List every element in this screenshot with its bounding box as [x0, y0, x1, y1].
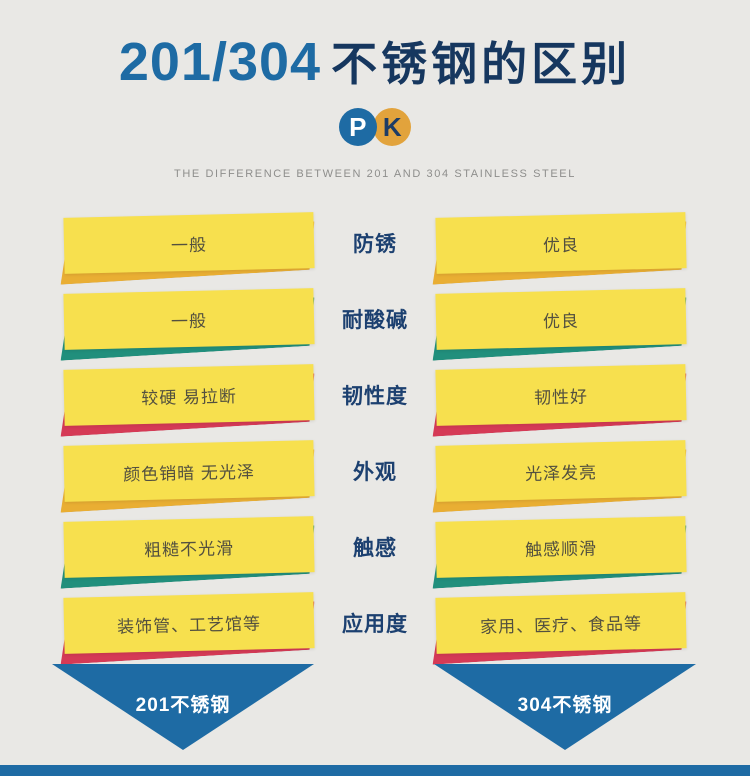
row-label: 韧性度 [342, 385, 408, 408]
banner-304: 家用、医疗、食品等 [435, 592, 687, 654]
comparison-row: 颜色销暗 无光泽 外观 光泽发亮 [0, 440, 750, 502]
comparison-row: 较硬 易拉断 韧性度 韧性好 [0, 364, 750, 426]
banner-201: 装饰管、工艺馆等 [63, 592, 315, 654]
comparison-row: 粗糙不光滑 触感 触感顺滑 [0, 516, 750, 578]
bottom-bar [0, 765, 750, 776]
banner-304-cell: 优良 [435, 212, 687, 274]
arrow-201: 201不锈钢 [52, 664, 314, 750]
pk-letter-p: P [338, 108, 377, 146]
banner-201: 粗糙不光滑 [63, 516, 315, 578]
banner-304-text: 光泽发亮 [524, 462, 598, 484]
banner-304-cell: 优良 [435, 288, 687, 350]
banner-201-text: 一般 [170, 311, 208, 331]
banner-304: 触感顺滑 [435, 516, 687, 578]
banner-201-cell: 一般 [63, 212, 315, 274]
banner-201-text: 粗糙不光滑 [143, 538, 235, 560]
banner-201-cell: 一般 [63, 288, 315, 350]
banner-304: 光泽发亮 [435, 440, 687, 502]
pk-letter-k: K [373, 108, 412, 146]
banner-304-cell: 触感顺滑 [435, 516, 687, 578]
banner-304-text: 韧性好 [533, 386, 589, 408]
row-label: 耐酸碱 [342, 309, 408, 332]
comparison-row: 一般 耐酸碱 优良 [0, 288, 750, 350]
banner-304-text: 优良 [542, 235, 580, 255]
row-label: 触感 [353, 537, 397, 560]
banner-304-cell: 家用、医疗、食品等 [435, 592, 687, 654]
banner-304: 韧性好 [435, 364, 687, 426]
title-numbers: 201/304 [118, 32, 322, 92]
banner-201-cell: 粗糙不光滑 [63, 516, 315, 578]
banner-304: 优良 [435, 288, 687, 350]
banner-304-text: 触感顺滑 [524, 538, 598, 560]
banner-304-cell: 光泽发亮 [435, 440, 687, 502]
row-label: 外观 [353, 461, 397, 484]
page-title: 201/304 不锈钢的区别 [0, 28, 750, 94]
banner-201-cell: 装饰管、工艺馆等 [63, 592, 315, 654]
banner-201: 一般 [63, 288, 315, 350]
arrow-304-label: 304不锈钢 [517, 695, 613, 716]
row-label: 应用度 [342, 613, 408, 636]
banner-201: 较硬 易拉断 [63, 364, 315, 426]
pk-badge: P K [0, 108, 750, 146]
title-text: 不锈钢的区别 [331, 38, 632, 90]
comparison-row: 一般 防锈 优良 [0, 212, 750, 274]
banner-201-text: 较硬 易拉断 [140, 386, 238, 408]
comparison-row: 装饰管、工艺馆等 应用度 家用、医疗、食品等 [0, 592, 750, 654]
banner-304-text: 优良 [542, 311, 580, 331]
banner-201: 颜色销暗 无光泽 [63, 440, 315, 502]
banner-304-text: 家用、医疗、食品等 [479, 613, 643, 637]
banner-201-cell: 较硬 易拉断 [63, 364, 315, 426]
banner-201-text: 颜色销暗 无光泽 [122, 462, 256, 484]
row-label: 防锈 [353, 233, 397, 256]
subtitle: THE DIFFERENCE BETWEEN 201 AND 304 STAIN… [174, 168, 576, 180]
arrow-201-label: 201不锈钢 [135, 695, 231, 716]
banner-304-cell: 韧性好 [435, 364, 687, 426]
banner-201-text: 一般 [170, 235, 208, 255]
comparison-table: 一般 防锈 优良 一般 耐酸碱 优良 [0, 212, 750, 670]
banner-304: 优良 [435, 212, 687, 274]
arrow-304: 304不锈钢 [434, 664, 696, 750]
banner-201-text: 装饰管、工艺馆等 [116, 613, 262, 637]
banner-201-cell: 颜色销暗 无光泽 [63, 440, 315, 502]
banner-201: 一般 [63, 212, 315, 274]
